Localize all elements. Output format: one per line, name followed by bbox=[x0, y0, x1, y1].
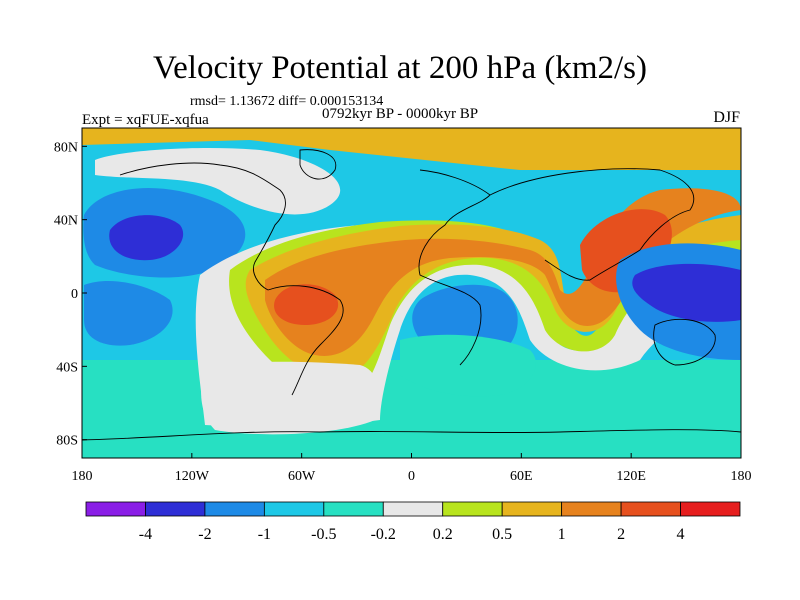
colorbar-label: 4 bbox=[677, 526, 685, 543]
colorbar-swatch bbox=[204, 501, 265, 517]
lat-tick-label: 0 bbox=[71, 287, 78, 302]
period-text: 0792kyr BP - 0000kyr BP bbox=[322, 106, 479, 122]
colorbar-swatch bbox=[620, 501, 681, 517]
colorbar-label: -2 bbox=[198, 526, 211, 543]
colorbar-swatch bbox=[85, 501, 146, 517]
field-deep-blue-npacific bbox=[109, 215, 184, 261]
colorbar-label: -0.5 bbox=[311, 526, 336, 543]
coast-south-america bbox=[267, 285, 344, 396]
colorbar-label: 0.5 bbox=[492, 526, 512, 543]
coast-australia bbox=[653, 318, 716, 366]
lon-tick-label: 60E bbox=[510, 469, 533, 484]
lon-tick-label: 120W bbox=[175, 469, 210, 484]
colorbar-swatch bbox=[680, 501, 741, 517]
field-blue-epacific bbox=[84, 280, 173, 346]
colorbar-swatch bbox=[263, 501, 325, 517]
lon-tick-label: 60W bbox=[288, 469, 316, 484]
coastlines bbox=[82, 149, 741, 441]
colorbar-swatch bbox=[323, 501, 384, 517]
field-neutral-south bbox=[201, 361, 380, 435]
colorbar-label: 2 bbox=[617, 526, 625, 543]
map-title: Velocity Potential at 200 hPa (km2/s) bbox=[152, 50, 648, 86]
experiment-text: Expt = xqFUE-xqfua bbox=[82, 112, 209, 128]
colorbar-swatch bbox=[382, 501, 444, 517]
lat-tick-label: 40S bbox=[56, 360, 78, 375]
colorbar-labels: -4 -2 -1 -0.5 -0.2 0.2 0.5 1 2 4 bbox=[139, 526, 685, 543]
colorbar-label: 0.2 bbox=[433, 526, 453, 543]
lon-tick-label: 0 bbox=[408, 469, 415, 484]
field-teal-satlantic bbox=[400, 334, 536, 397]
lon-tick-label: 180 bbox=[72, 469, 93, 484]
field-red-core-samerica bbox=[274, 284, 339, 325]
colorbar-label: -4 bbox=[139, 526, 152, 543]
coast-north-america bbox=[119, 162, 286, 291]
lon-tick-label: 180 bbox=[731, 469, 752, 484]
colorbar-swatch bbox=[442, 501, 503, 517]
coast-antarctica bbox=[82, 429, 741, 441]
lat-tick-label: 80S bbox=[56, 434, 78, 449]
coast-greenland bbox=[299, 149, 337, 180]
colorbar-label: 1 bbox=[558, 526, 566, 543]
map-axes: 80N 40N 0 40S 80S 180 120W 60W 0 60E 120E 180 bbox=[54, 127, 752, 484]
colorbar bbox=[85, 501, 741, 517]
colorbar-swatch bbox=[145, 501, 206, 517]
field-deep-blue-wpacific bbox=[632, 263, 741, 322]
coast-asia bbox=[489, 168, 695, 281]
lon-tick-label: 120E bbox=[616, 469, 646, 484]
colorbar-label: -1 bbox=[258, 526, 271, 543]
lat-tick-label: 80N bbox=[54, 140, 78, 155]
velocity-potential-field bbox=[82, 128, 741, 458]
lat-tick-label: 40N bbox=[54, 214, 78, 229]
season-label: DJF bbox=[713, 109, 740, 126]
field-neutral-north bbox=[95, 148, 341, 215]
coast-europe-africa bbox=[418, 169, 491, 366]
colorbar-label: -0.2 bbox=[371, 526, 396, 543]
colorbar-swatch bbox=[561, 501, 622, 517]
colorbar-swatch bbox=[501, 501, 563, 517]
field-arctic-band bbox=[82, 128, 741, 170]
stats-text: rmsd= 1.13672 diff= 0.000153134 bbox=[190, 94, 384, 109]
